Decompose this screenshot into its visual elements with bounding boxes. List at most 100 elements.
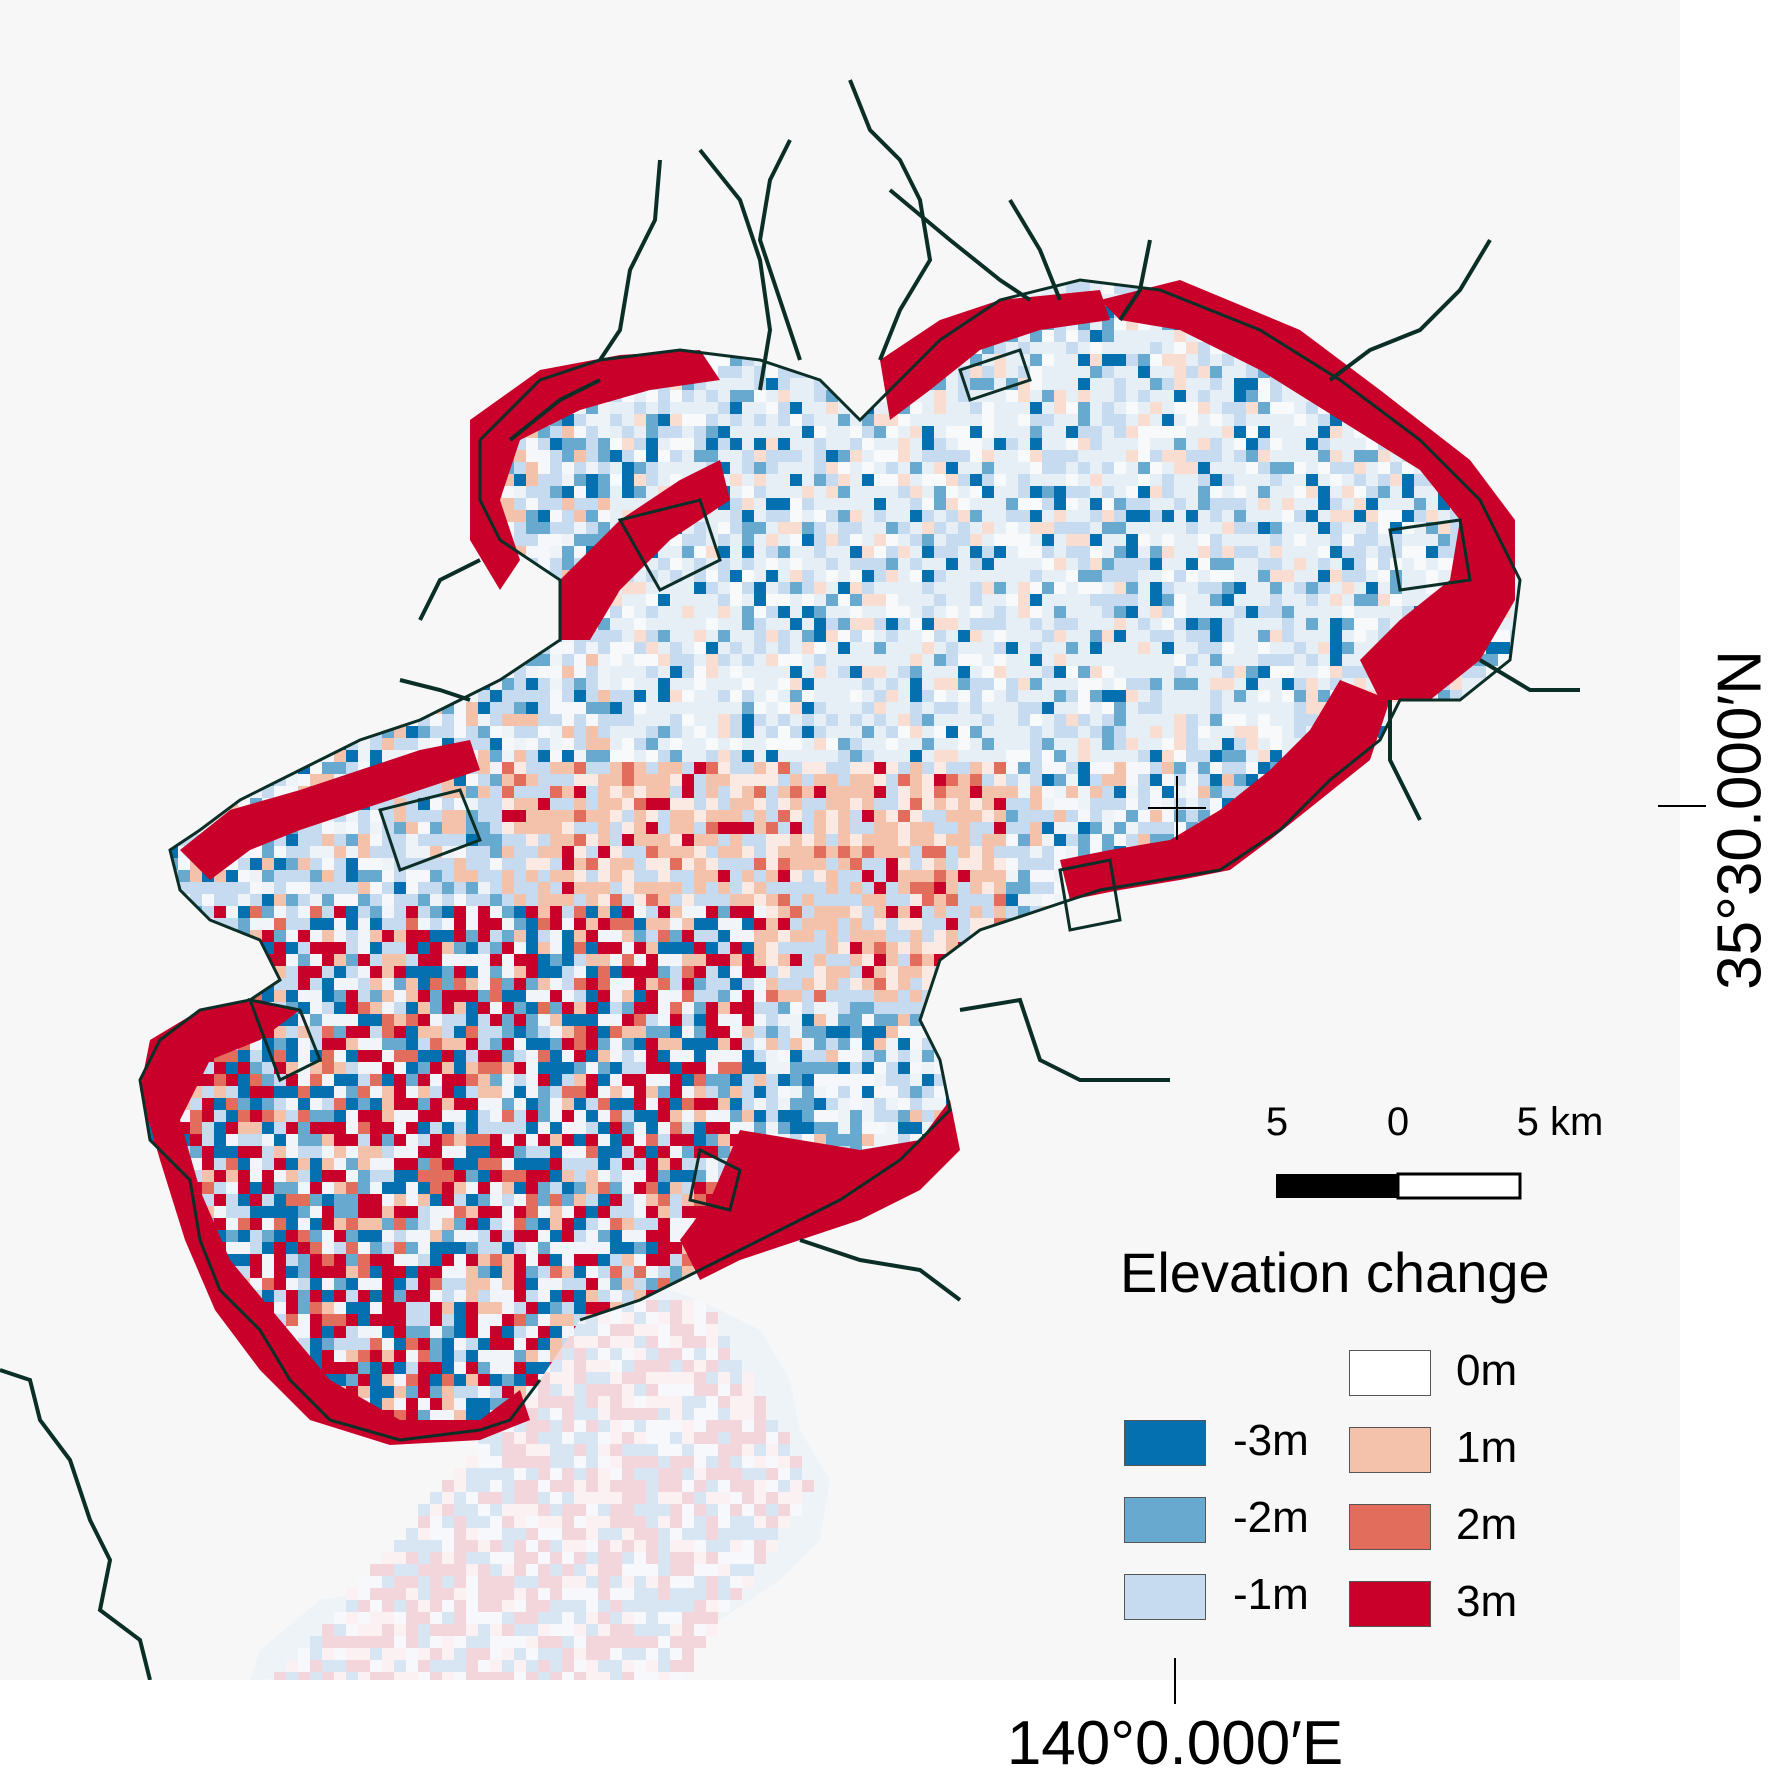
raster-cell	[838, 618, 850, 630]
raster-cell	[634, 282, 646, 294]
raster-cell	[550, 690, 562, 702]
raster-cell	[178, 606, 190, 618]
raster-cell	[922, 294, 934, 306]
raster-cell	[994, 498, 1006, 510]
southern-raster-cell	[730, 1528, 742, 1540]
raster-cell	[658, 318, 670, 330]
raster-cell	[898, 282, 910, 294]
raster-cell	[730, 570, 742, 582]
raster-cell	[1330, 630, 1342, 642]
raster-cell	[334, 378, 346, 390]
southern-raster-cell	[358, 1612, 370, 1624]
raster-cell	[1150, 366, 1162, 378]
raster-cell	[310, 510, 322, 522]
raster-cell	[778, 462, 790, 474]
raster-cell	[1246, 390, 1258, 402]
raster-cell	[1006, 450, 1018, 462]
raster-cell	[238, 666, 250, 678]
raster-cell	[1342, 582, 1354, 594]
raster-cell	[514, 318, 526, 330]
raster-cell	[742, 606, 754, 618]
raster-cell	[154, 678, 166, 690]
raster-cell	[1150, 354, 1162, 366]
raster-cell	[1138, 534, 1150, 546]
southern-raster-cell	[670, 1552, 682, 1564]
raster-cell	[946, 414, 958, 426]
raster-cell	[1354, 438, 1366, 450]
raster-cell	[226, 654, 238, 666]
southern-raster-cell	[646, 1480, 658, 1492]
raster-cell	[994, 462, 1006, 474]
raster-cell	[430, 294, 442, 306]
southern-raster-cell	[586, 1492, 598, 1504]
raster-cell	[754, 678, 766, 690]
raster-cell	[238, 462, 250, 474]
raster-cell	[442, 486, 454, 498]
raster-cell	[766, 666, 778, 678]
raster-cell	[166, 354, 178, 366]
raster-cell	[418, 690, 430, 702]
raster-cell	[622, 342, 634, 354]
raster-cell	[1486, 678, 1498, 690]
southern-raster-cell	[742, 1480, 754, 1492]
raster-cell	[706, 618, 718, 630]
raster-cell	[1114, 678, 1126, 690]
raster-cell	[982, 594, 994, 606]
raster-cell	[1306, 282, 1318, 294]
raster-cell	[1054, 534, 1066, 546]
raster-cell	[874, 594, 886, 606]
southern-raster-cell	[490, 1444, 502, 1456]
raster-cell	[682, 606, 694, 618]
raster-cell	[694, 438, 706, 450]
raster-cell	[1186, 486, 1198, 498]
raster-cell	[394, 522, 406, 534]
southern-raster-cell	[526, 1468, 538, 1480]
raster-cell	[934, 606, 946, 618]
southern-raster-cell	[502, 1564, 514, 1576]
raster-cell	[802, 534, 814, 546]
raster-cell	[322, 414, 334, 426]
southern-raster-cell	[670, 1360, 682, 1372]
raster-cell	[778, 402, 790, 414]
raster-cell	[982, 654, 994, 666]
raster-cell	[778, 486, 790, 498]
raster-cell	[430, 366, 442, 378]
raster-cell	[850, 366, 862, 378]
southern-raster-cell	[730, 1408, 742, 1420]
raster-cell	[1366, 318, 1378, 330]
raster-cell	[1198, 280, 1210, 282]
raster-cell	[514, 594, 526, 606]
southern-raster-cell	[526, 1456, 538, 1468]
raster-cell	[1486, 426, 1498, 438]
raster-cell	[430, 510, 442, 522]
raster-cell	[1006, 606, 1018, 618]
raster-cell	[1174, 606, 1186, 618]
raster-cell	[934, 306, 946, 318]
southern-raster-cell	[670, 1456, 682, 1468]
raster-cell	[862, 462, 874, 474]
raster-cell	[1294, 666, 1306, 678]
raster-cell	[838, 462, 850, 474]
southern-raster-cell	[646, 1444, 658, 1456]
raster-cell	[706, 426, 718, 438]
southern-raster-cell	[670, 1528, 682, 1540]
southern-raster-cell	[598, 1384, 610, 1396]
raster-cell	[826, 426, 838, 438]
raster-cell	[1066, 498, 1078, 510]
raster-cell	[658, 606, 670, 618]
raster-cell	[322, 474, 334, 486]
southern-raster-cell	[538, 1516, 550, 1528]
raster-cell	[634, 414, 646, 426]
raster-cell	[454, 450, 466, 462]
southern-raster-cell	[538, 1504, 550, 1516]
raster-cell	[898, 330, 910, 342]
raster-cell	[466, 642, 478, 654]
raster-cell	[430, 282, 442, 294]
raster-cell	[1078, 618, 1090, 630]
southern-raster-cell	[634, 1612, 646, 1624]
raster-cell	[802, 546, 814, 558]
raster-cell	[214, 630, 226, 642]
southern-raster-cell	[298, 1672, 310, 1680]
raster-cell	[1342, 306, 1354, 318]
raster-cell	[874, 534, 886, 546]
